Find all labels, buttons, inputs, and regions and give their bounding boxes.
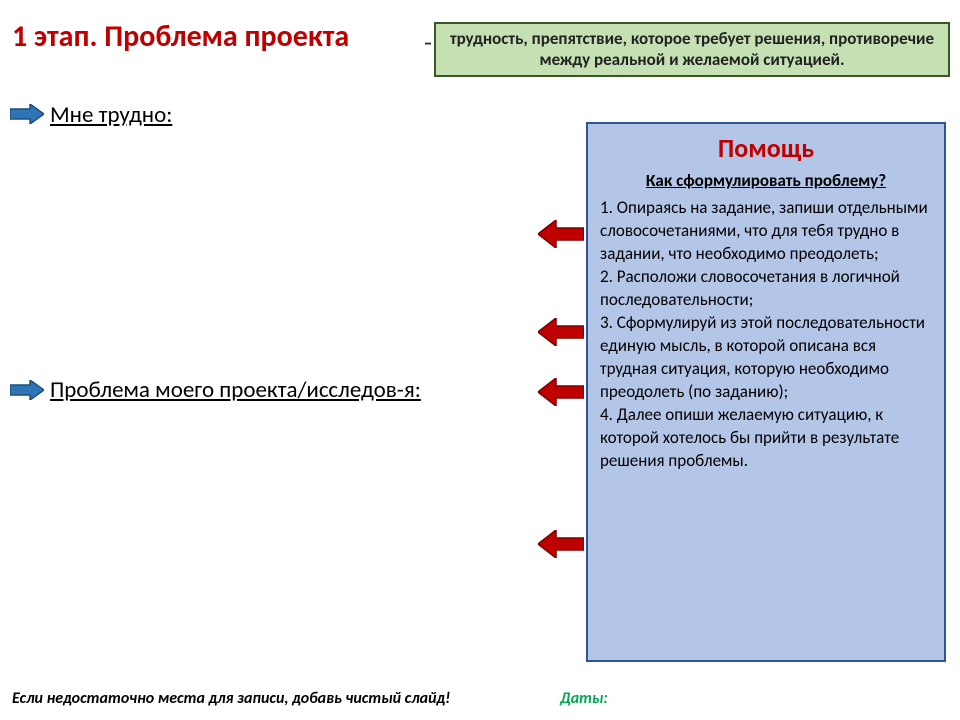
arrow-right-icon [10, 380, 44, 400]
arrow-right-icon [10, 104, 44, 124]
arrow-left-icon [538, 220, 584, 248]
arrow-left-icon [538, 318, 584, 346]
slide: 1 этап. Проблема проекта - трудность, пр… [0, 0, 960, 720]
footer-note: Если недостаточно места для записи, доба… [12, 689, 450, 708]
problem-label: Проблема моего проекта/исследов-я: [50, 376, 421, 404]
help-title: Помощь [600, 132, 932, 164]
stage-title: 1 этап. Проблема проекта [12, 18, 349, 55]
arrow-left-icon [538, 530, 584, 558]
dash: - [424, 26, 432, 58]
help-body: 1. Опираясь на задание, запиши отдельным… [600, 197, 932, 472]
hard-label: Мне трудно: [50, 101, 172, 129]
footer-dates: Даты: [560, 689, 608, 708]
help-subtitle: Как сформулировать проблему? [600, 170, 932, 191]
arrow-left-icon [538, 378, 584, 406]
definition-box: трудность, препятствие, которое требует … [434, 22, 950, 77]
help-panel: Помощь Как сформулировать проблему? 1. О… [586, 122, 946, 662]
